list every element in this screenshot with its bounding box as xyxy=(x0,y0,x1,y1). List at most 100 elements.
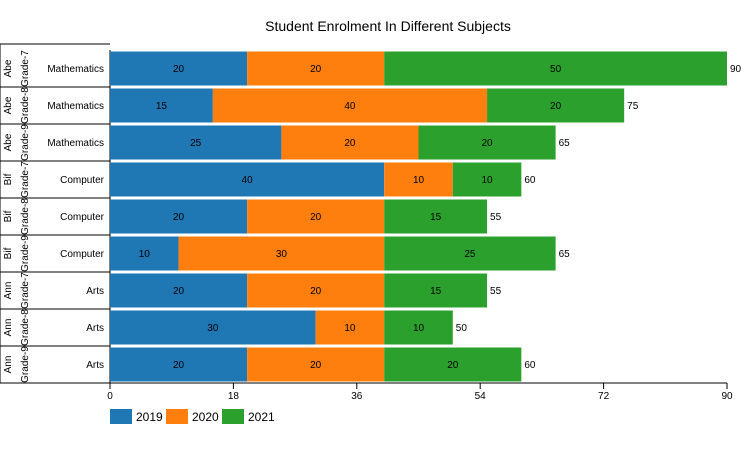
group-label: Grade-7 xyxy=(20,272,31,309)
name-label: Bif xyxy=(3,247,14,259)
bar-value-label: 20 xyxy=(550,101,562,112)
name-label: Abe xyxy=(3,96,14,114)
bar-value-label: 10 xyxy=(413,175,425,186)
bar-value-label: 40 xyxy=(344,101,356,112)
group-label: Grade-9 xyxy=(20,346,31,383)
bar-value-label: 25 xyxy=(464,249,476,260)
group-label: Grade-7 xyxy=(20,161,31,198)
category-label: Computer xyxy=(60,249,105,260)
bar-segment-2021 xyxy=(452,162,522,197)
name-label: Ann xyxy=(3,282,14,300)
bar-value-label: 20 xyxy=(310,212,322,223)
bar-segment-2020 xyxy=(247,51,385,86)
bar-segment-2021 xyxy=(384,347,522,382)
category-label: Mathematics xyxy=(47,64,104,75)
plot-area: 0 18 36 54 72 90 Mathematics Grade-7 Abe 20 20 50 90… xyxy=(0,43,742,402)
bar-value-label: 15 xyxy=(156,101,168,112)
bar-value-label: 20 xyxy=(173,64,185,75)
bar-value-label: 40 xyxy=(242,175,254,186)
bar-segment-2021 xyxy=(384,236,556,271)
bar-value-label: 20 xyxy=(173,360,185,371)
bar-value-label: 15 xyxy=(430,212,442,223)
bar-segment-2019 xyxy=(110,310,316,345)
bar-value-label: 25 xyxy=(190,138,202,149)
bar-segment-2019 xyxy=(110,199,248,234)
x-tick-label: 0 xyxy=(107,391,113,402)
name-label: Ann xyxy=(3,356,14,374)
legend-swatch-2020 xyxy=(166,409,188,424)
bar-segment-2021 xyxy=(418,125,556,160)
bar-segment-2019 xyxy=(110,51,248,86)
bar-segment-2019 xyxy=(110,88,213,123)
bar-total-label: 90 xyxy=(730,64,742,75)
bar-value-label: 20 xyxy=(310,286,322,297)
x-tick-label: 36 xyxy=(351,391,363,402)
bar-value-label: 20 xyxy=(447,360,459,371)
name-label: Abe xyxy=(3,59,14,77)
name-label: Ann xyxy=(3,319,14,337)
bar-value-label: 10 xyxy=(139,249,151,260)
bar-value-label: 10 xyxy=(344,323,356,334)
bar-value-label: 20 xyxy=(173,212,185,223)
bar-value-label: 50 xyxy=(550,64,562,75)
group-label: Grade-8 xyxy=(20,309,31,346)
group-label: Grade-9 xyxy=(20,124,31,161)
bar-value-label: 10 xyxy=(481,175,493,186)
bar-segment-2020 xyxy=(281,125,419,160)
bar-value-label: 30 xyxy=(276,249,288,260)
x-tick-label: 18 xyxy=(228,391,240,402)
bar-value-label: 30 xyxy=(207,323,219,334)
bar-segment-2020 xyxy=(384,162,453,197)
bar-total-label: 65 xyxy=(559,249,571,260)
bar-segment-2019 xyxy=(110,347,248,382)
bar-segment-2020 xyxy=(247,347,385,382)
category-label: Mathematics xyxy=(47,138,104,149)
bar-total-label: 50 xyxy=(456,323,468,334)
x-tick-label: 90 xyxy=(721,391,733,402)
category-label: Arts xyxy=(86,323,104,334)
bar-segment-2020 xyxy=(247,199,385,234)
bar-segment-2020 xyxy=(212,88,488,123)
bar-total-label: 55 xyxy=(490,286,502,297)
bar-segment-2020 xyxy=(247,273,385,308)
bar-value-label: 10 xyxy=(413,323,425,334)
category-label: Computer xyxy=(60,175,105,186)
bar-value-label: 15 xyxy=(430,286,442,297)
bar-segment-2019 xyxy=(110,273,248,308)
bar-value-label: 20 xyxy=(310,360,322,371)
bar-segment-2021 xyxy=(384,273,488,308)
bar-total-label: 55 xyxy=(490,212,502,223)
bar-value-label: 20 xyxy=(481,138,493,149)
legend-swatch-2019 xyxy=(110,409,132,424)
bar-value-label: 20 xyxy=(310,64,322,75)
bar-total-label: 65 xyxy=(559,138,571,149)
group-label: Grade-7 xyxy=(20,50,31,87)
bar-value-label: 20 xyxy=(173,286,185,297)
bar-total-label: 60 xyxy=(524,360,536,371)
bar-segment-2021 xyxy=(384,199,488,234)
bar-total-label: 75 xyxy=(627,101,639,112)
chart-title: Student Enrolment In Different Subjects xyxy=(265,18,511,34)
category-label: Arts xyxy=(86,360,104,371)
x-tick-label: 72 xyxy=(598,391,610,402)
legend-label: 2021 xyxy=(248,410,275,424)
group-label: Grade-9 xyxy=(20,235,31,272)
bar-segment-2020 xyxy=(315,310,385,345)
bar-segment-2019 xyxy=(110,125,282,160)
bar-value-label: 20 xyxy=(344,138,356,149)
category-label: Arts xyxy=(86,286,104,297)
legend-label: 2020 xyxy=(192,410,219,424)
bar-total-label: 60 xyxy=(524,175,536,186)
bar-segment-2019 xyxy=(110,236,179,271)
bar-segment-2019 xyxy=(110,162,385,197)
bar-segment-2020 xyxy=(178,236,385,271)
bar-segment-2021 xyxy=(384,51,727,86)
name-label: Bif xyxy=(3,210,14,222)
legend: 2019 2020 2021 xyxy=(110,409,275,424)
legend-label: 2019 xyxy=(136,410,163,424)
name-label: Bif xyxy=(3,173,14,185)
bar-segment-2021 xyxy=(384,310,453,345)
group-label: Grade-8 xyxy=(20,87,31,124)
